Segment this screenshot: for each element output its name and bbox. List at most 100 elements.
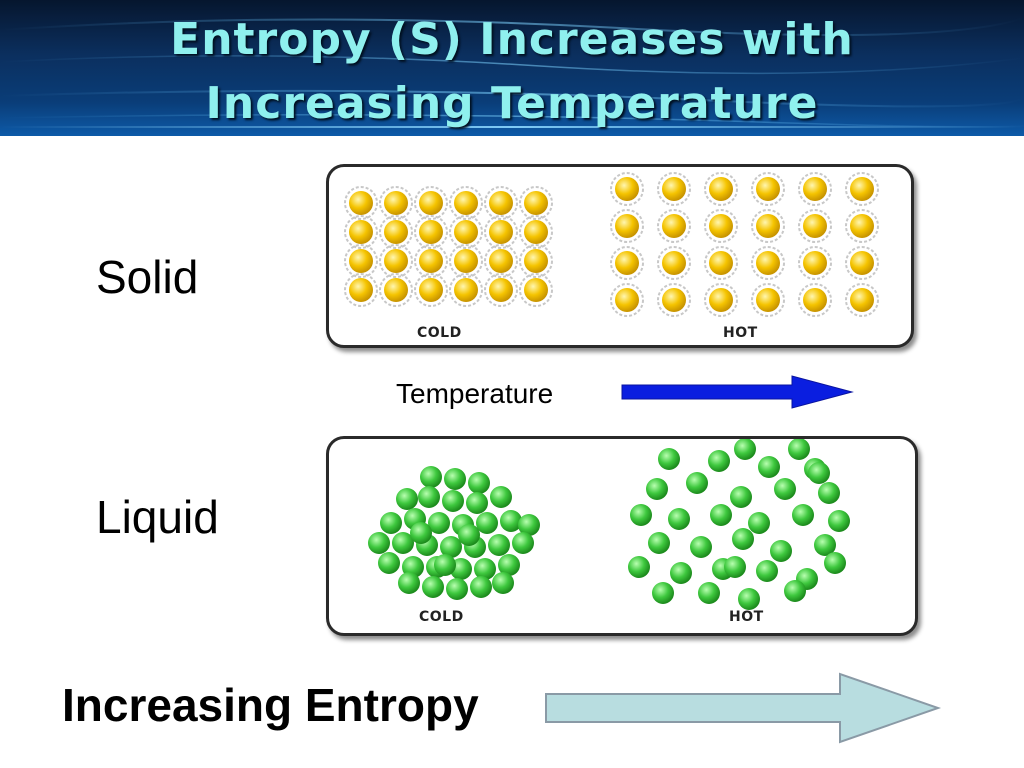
solid-hot-particle-vibration (704, 209, 738, 243)
liquid-cold-particle (490, 486, 512, 508)
solid-hot-particle (756, 288, 780, 312)
liquid-hot-particle (792, 504, 814, 526)
title-line-1: Entropy (S) Increases with (170, 14, 854, 65)
liquid-hot-particle (710, 504, 732, 526)
solid-hot-particle-vibration (657, 283, 691, 317)
liquid-hot-particle (730, 486, 752, 508)
solid-hot-particle (662, 288, 686, 312)
temperature-arrow (621, 375, 854, 409)
liquid-cold-particle (476, 512, 498, 534)
liquid-hot-particle (734, 439, 756, 460)
solid-hot-particle (756, 251, 780, 275)
solid-cold-particle-vibration (344, 273, 378, 307)
liquid-hot-particle (628, 556, 650, 578)
solid-hot-particle-vibration (610, 172, 644, 206)
liquid-cold-particle (410, 522, 432, 544)
page-title: Entropy (S) Increases with Increasing Te… (0, 8, 1024, 136)
solid-cold-particle-vibration (449, 215, 483, 249)
solid-particles (344, 172, 879, 317)
solid-cold-particle (524, 278, 548, 302)
solid-hot-particle (850, 177, 874, 201)
liquid-hot-particle (658, 448, 680, 470)
solid-cold-particle-vibration (484, 244, 518, 278)
liquid-cold-particle (396, 488, 418, 510)
liquid-hot-particle (724, 556, 746, 578)
liquid-particles (368, 439, 850, 610)
solid-cold-particle-vibration (519, 244, 553, 278)
liquid-hot-particle (758, 456, 780, 478)
liquid-hot-particle (784, 580, 806, 602)
liquid-hot-particle (828, 510, 850, 532)
liquid-cold-particle (458, 524, 480, 546)
solid-panel: COLD HOT (326, 164, 914, 348)
solid-hot-particle (803, 251, 827, 275)
liquid-cold-particle (470, 576, 492, 598)
liquid-hot-particle (630, 504, 652, 526)
liquid-hot-particle (708, 450, 730, 472)
solid-hot-particle-vibration (751, 283, 785, 317)
solid-cold-particle (349, 249, 373, 273)
title-banner: Entropy (S) Increases with Increasing Te… (0, 0, 1024, 136)
liquid-cold-particle (518, 514, 540, 536)
liquid-hot-label: HOT (729, 609, 764, 625)
solid-hot-particle (803, 177, 827, 201)
solid-hot-particle (615, 214, 639, 238)
solid-cold-label: COLD (417, 325, 462, 341)
liquid-hot-particle (774, 478, 796, 500)
solid-hot-particle-vibration (845, 172, 879, 206)
solid-hot-particle-vibration (798, 246, 832, 280)
solid-cold-particle (349, 191, 373, 215)
solid-hot-particle-vibration (610, 246, 644, 280)
solid-cold-particle-vibration (379, 186, 413, 220)
solid-cold-particle (384, 278, 408, 302)
solid-hot-particle (615, 177, 639, 201)
liquid-hot-particle (732, 528, 754, 550)
liquid-cold-label: COLD (419, 609, 464, 625)
entropy-label: Increasing Entropy (62, 679, 479, 731)
liquid-cold-particle (442, 490, 464, 512)
solid-cold-particle-vibration (414, 215, 448, 249)
solid-cold-particle (454, 191, 478, 215)
liquid-label: Liquid (96, 491, 219, 543)
liquid-hot-particle (814, 534, 836, 556)
solid-cold-particle-vibration (414, 273, 448, 307)
solid-cold-particle (489, 220, 513, 244)
solid-hot-particle-vibration (798, 283, 832, 317)
solid-hot-particle-vibration (704, 246, 738, 280)
solid-cold-particle-vibration (414, 244, 448, 278)
entropy-arrow (545, 672, 942, 744)
solid-cold-particle-vibration (449, 273, 483, 307)
liquid-hot-particle (690, 536, 712, 558)
solid-cold-particle-vibration (449, 244, 483, 278)
banner-streaks (0, 17, 1024, 128)
liquid-hot-particle (756, 560, 778, 582)
solid-hot-particle-vibration (751, 209, 785, 243)
solid-cold-particle (384, 220, 408, 244)
solid-cold-particle (454, 220, 478, 244)
solid-hot-particle (709, 288, 733, 312)
liquid-panel: COLD HOT (326, 436, 918, 636)
solid-cold-particle (349, 278, 373, 302)
solid-hot-particle (615, 288, 639, 312)
solid-cold-particle-vibration (379, 273, 413, 307)
solid-cold-particle (384, 191, 408, 215)
liquid-cold-particle (368, 532, 390, 554)
solid-hot-particle-vibration (657, 246, 691, 280)
solid-cold-particle (419, 278, 443, 302)
solid-hot-particle (709, 177, 733, 201)
solid-cold-particle-vibration (414, 186, 448, 220)
solid-cold-particle (489, 191, 513, 215)
solid-cold-particle-vibration (519, 186, 553, 220)
liquid-cold-particle (392, 532, 414, 554)
liquid-cold-particle (492, 572, 514, 594)
solid-hot-particle (709, 251, 733, 275)
solid-hot-label: HOT (723, 325, 758, 341)
liquid-cold-particle (468, 472, 490, 494)
liquid-cold-particle (446, 578, 468, 600)
solid-cold-particle (349, 220, 373, 244)
liquid-cold-particle (500, 510, 522, 532)
liquid-cold-particle (398, 572, 420, 594)
solid-hot-particle-vibration (845, 246, 879, 280)
liquid-cold-particle (420, 466, 442, 488)
solid-hot-particle (662, 177, 686, 201)
